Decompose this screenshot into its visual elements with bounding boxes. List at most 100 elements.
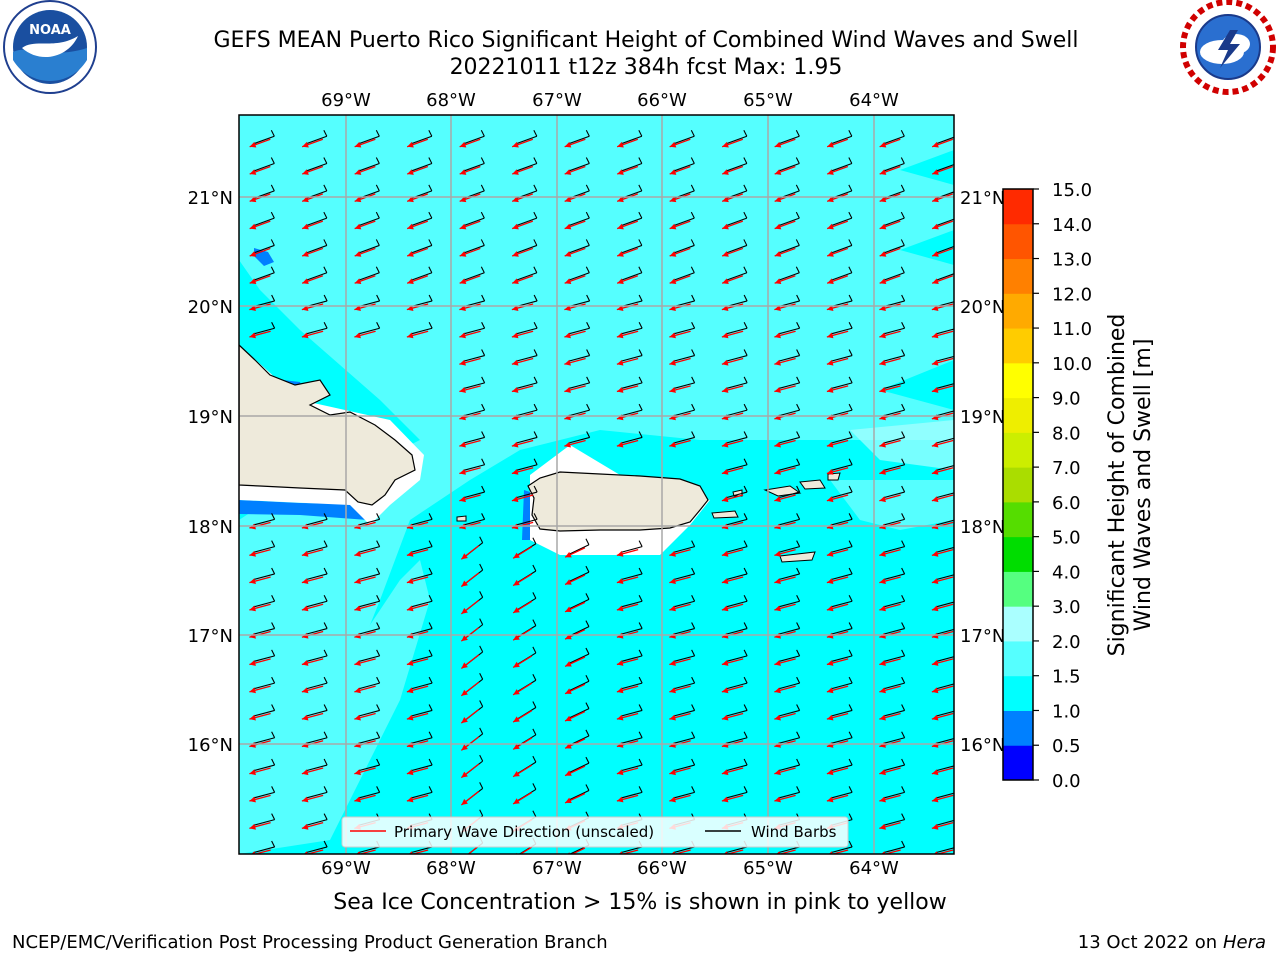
wind-barb — [830, 382, 853, 390]
wind-barb — [725, 737, 748, 744]
wave-direction-arrowhead — [354, 796, 361, 803]
wind-barb — [883, 600, 905, 608]
wave-direction-arrowhead — [565, 579, 572, 585]
wave-height-contours — [239, 115, 954, 854]
wind-barb — [305, 272, 328, 281]
wind-barb-flag — [691, 676, 696, 684]
wind-barb — [883, 464, 905, 471]
wind-barb — [568, 163, 590, 172]
wind-barb-flag — [691, 595, 696, 602]
wind-barb — [673, 135, 695, 145]
wind-barb-flag — [271, 567, 276, 575]
wind-barb-flag — [323, 622, 328, 629]
wind-barb — [830, 628, 853, 635]
wind-barb-flag — [848, 813, 853, 820]
wind-barb-flag — [323, 157, 328, 164]
wind-barb — [358, 600, 380, 608]
wave-direction-arrowhead — [301, 332, 309, 339]
wind-barb-flag — [848, 704, 853, 711]
wind-barb-flag — [743, 129, 748, 137]
wind-barb — [620, 327, 643, 335]
wave-direction-arrowhead — [879, 278, 887, 285]
wind-barb — [725, 409, 748, 417]
wind-barb — [883, 217, 905, 227]
wind-barb-flag — [796, 676, 801, 684]
wind-barb-flag — [428, 704, 433, 711]
wind-barb-flag — [743, 513, 748, 520]
wind-barb-flag — [743, 458, 748, 465]
wave-direction-arrowhead — [826, 387, 834, 393]
wind-barb-flag — [901, 513, 906, 520]
wind-barb-flag — [586, 294, 591, 302]
colorbar-tick-label: 7.0 — [1052, 458, 1081, 479]
wave-direction-arrow — [570, 847, 586, 854]
wave-direction-arrowhead — [249, 769, 256, 776]
wind-barb — [568, 135, 590, 145]
wind-barb-flag — [848, 266, 853, 273]
wave-direction-arrowhead — [826, 796, 834, 803]
wave-direction-arrowhead — [879, 169, 887, 175]
wind-barb-flag — [271, 294, 276, 302]
wind-barb-flag — [270, 184, 275, 192]
wind-barb — [358, 272, 380, 281]
wind-barb-flag — [848, 211, 853, 219]
wind-barb-flag — [901, 485, 906, 493]
legend-wind-barbs-label: Wind Barbs — [751, 823, 837, 841]
wind-barb-flag — [691, 567, 696, 575]
wind-barb — [358, 244, 380, 254]
wind-barb-flag — [585, 756, 590, 764]
wind-barb-flag — [271, 676, 276, 684]
wind-barb-flag — [901, 813, 906, 820]
wave-direction-arrowhead — [931, 578, 939, 584]
wind-barb-flag — [428, 266, 433, 273]
colorbar-segment — [1003, 223, 1033, 260]
wave-direction-arrowhead — [511, 359, 519, 366]
wind-barb-flag — [901, 322, 906, 329]
wind-barb — [883, 737, 905, 744]
wind-barb — [830, 846, 853, 854]
wind-barb — [778, 709, 800, 717]
wave-direction-arrowhead — [511, 468, 519, 475]
wave-direction-arrowhead — [774, 496, 781, 503]
lat-tick-right: 20°N — [960, 297, 1005, 318]
wind-barb — [620, 409, 643, 417]
wind-barb — [778, 628, 800, 635]
colorbar-segment — [1003, 501, 1033, 538]
wind-barb-flag — [376, 731, 381, 738]
wave-direction-arrowhead — [669, 387, 676, 393]
wind-barb — [778, 573, 800, 581]
wind-barb — [725, 382, 748, 390]
wave-direction-arrowhead — [932, 278, 939, 285]
wind-barb-flag — [323, 786, 328, 793]
wind-barb-flag — [376, 786, 381, 793]
wave-direction-arrowhead — [827, 278, 834, 285]
wind-barb-flag — [271, 813, 276, 820]
wind-barb-flag — [795, 184, 800, 192]
wind-barb — [830, 573, 853, 581]
wind-barb — [305, 573, 328, 581]
wind-barb — [410, 272, 433, 281]
wave-direction-arrowhead — [564, 387, 571, 393]
wind-barb-flag — [638, 786, 643, 793]
wind-barb-flag — [848, 567, 853, 575]
wave-direction-arrowhead — [459, 387, 466, 393]
wind-barb-flag — [743, 349, 748, 356]
wind-barb-flag — [479, 591, 484, 598]
wave-direction-arrowhead — [931, 769, 939, 776]
wave-direction-arrowhead — [249, 687, 256, 694]
wave-direction-arrowhead — [459, 468, 466, 475]
wave-direction-arrowhead — [302, 169, 309, 175]
wind-barb — [305, 791, 328, 799]
wind-barb — [725, 163, 748, 172]
wave-direction-arrowhead — [249, 714, 256, 721]
wave-direction-arrowhead — [407, 278, 414, 285]
wind-barb-flag — [480, 211, 485, 219]
wave-direction-arrowhead — [301, 605, 309, 612]
wind-barb-flag — [271, 649, 276, 657]
colorbar-segment — [1003, 293, 1033, 329]
colorbar-segment — [1003, 362, 1033, 399]
wind-barb — [410, 737, 433, 744]
wind-barb-flag — [848, 622, 853, 629]
wind-barb — [778, 272, 800, 281]
wind-barb-flag — [796, 786, 801, 793]
